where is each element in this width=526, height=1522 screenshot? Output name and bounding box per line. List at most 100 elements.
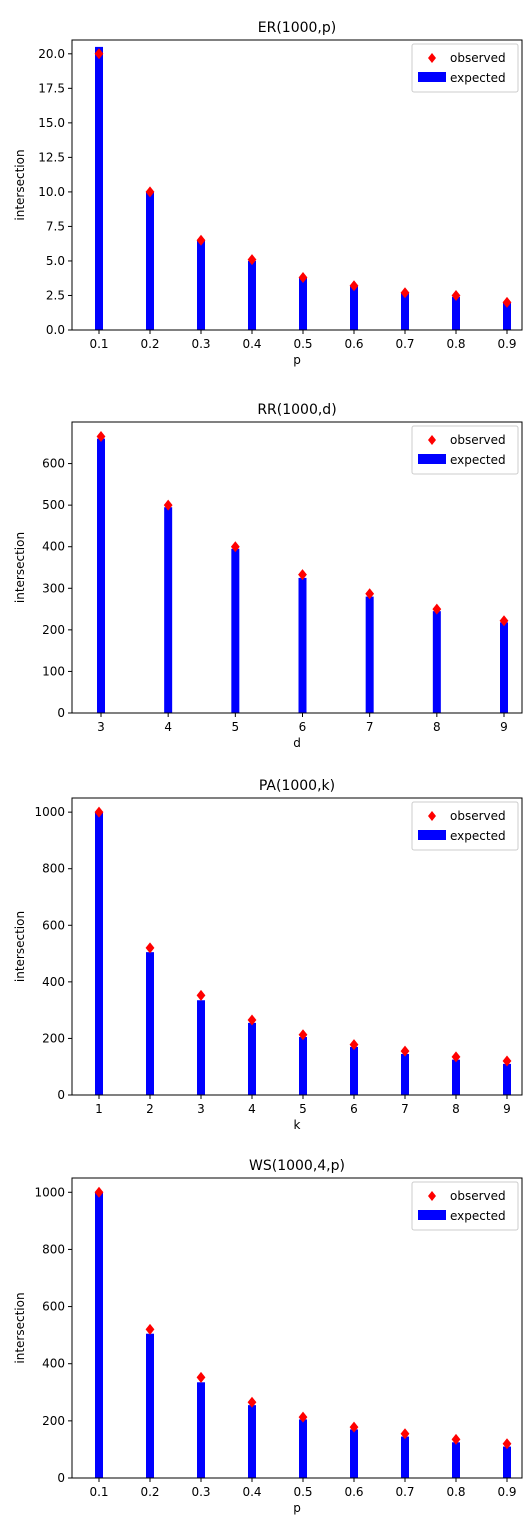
chart-1-ytick-label-1: 2.5 [46,288,65,302]
chart-2-legend-expected-swatch [418,454,446,464]
chart-4-xtick-label-0.7: 0.7 [395,1485,414,1499]
chart-2-marker-observed-3 [96,431,106,443]
chart-4-bar-expected-0.9 [503,1446,511,1478]
chart-4-marker-observed-0.5 [298,1411,308,1423]
chart-3-ytick-label-3: 600 [42,918,65,932]
chart-3-marker-observed-7 [400,1045,410,1057]
chart-1-bar-expected-0.5 [299,277,307,330]
chart-1-legend-expected-label: expected [450,71,506,85]
chart-3-ylabel: intersection [13,911,27,982]
chart-2-xtick-label-7: 7 [366,720,374,734]
chart-3-bar-expected-9 [503,1063,511,1095]
chart-1-xtick-label-0.7: 0.7 [395,337,414,351]
chart-4-axes-frame [71,1177,523,1479]
chart-1-ytick-label-0: 0.0 [46,323,65,337]
chart-1-xtick-label-0.2: 0.2 [140,337,159,351]
chart-2-ytick-label-1: 100 [42,664,65,678]
chart-4-ytick-label-0: 0 [57,1471,65,1485]
chart-3-xtick-label-1: 1 [95,1102,103,1116]
chart-1-bar-expected-0.2 [146,191,154,330]
chart-4-legend-expected-label: expected [450,1209,506,1223]
chart-4-marker-observed-0.6 [349,1421,359,1433]
chart-1-ytick-label-5: 12.5 [38,150,65,164]
chart-3-xtick-label-8: 8 [452,1102,460,1116]
chart-3-ytick-label-1: 200 [42,1031,65,1045]
chart-2-legend-observed-marker [428,435,436,445]
chart-1-bar-expected-0.4 [248,260,256,330]
chart-1-bar-expected-0.7 [401,292,409,330]
chart-2-legend-observed-label: observed [450,433,506,447]
chart-2-xtick-label-8: 8 [433,720,441,734]
chart-3-bar-expected-6 [350,1046,358,1095]
chart-3-xtick-label-4: 4 [248,1102,256,1116]
chart-1-bar-expected-0.6 [350,285,358,330]
chart-1-xtick-label-0.5: 0.5 [293,337,312,351]
chart-2-bar-expected-8 [432,611,441,713]
chart-3-xtick-label-9: 9 [503,1102,511,1116]
chart-4-bar-expected-0.1 [95,1192,103,1478]
chart-1-legend-observed-marker [428,53,436,63]
chart-4-marker-observed-0.1 [94,1186,104,1198]
chart-3-marker-observed-4 [247,1014,257,1026]
chart-3-marker-observed-6 [349,1039,359,1051]
chart-3-marker-observed-9 [502,1055,512,1067]
chart-1-legend-expected-swatch [418,72,446,82]
chart-1-ytick-label-2: 5.0 [46,254,65,268]
chart-1-axes-frame [71,39,523,331]
chart-4-ylabel: intersection [13,1292,27,1363]
chart-4-xtick-label-0.9: 0.9 [497,1485,516,1499]
chart-2-bar-expected-3 [97,438,105,713]
chart-4-bar-expected-0.8 [452,1442,460,1478]
chart-2-ytick-label-3: 300 [42,581,65,595]
chart-4-bar-expected-0.3 [197,1382,205,1478]
chart-4-marker-observed-0.4 [247,1396,257,1408]
chart-4-bar-expected-0.4 [248,1405,256,1478]
chart-2-ytick-label-6: 600 [42,457,65,471]
chart-2-bar-expected-7 [365,596,374,713]
chart-1-xlabel: p [293,353,301,367]
chart-1-bar-expected-0.1 [95,46,103,331]
chart-3-ytick-label-5: 1000 [34,805,65,819]
chart-3-marker-observed-8 [451,1051,461,1063]
chart-2-marker-observed-8 [432,603,442,615]
chart-3-bar-expected-5 [299,1037,307,1095]
chart-4-ytick-label-4: 800 [42,1242,65,1256]
chart-4-bar-expected-0.6 [350,1429,358,1478]
chart-2-bar-expected-4 [164,507,173,713]
chart-3-ytick-label-2: 400 [42,975,65,989]
chart-2-xtick-label-9: 9 [500,720,508,734]
chart-1-ytick-label-7: 17.5 [38,81,65,95]
chart-3-marker-observed-3 [196,989,206,1001]
chart-4-xtick-label-0.3: 0.3 [191,1485,210,1499]
chart-1-xtick-label-0.4: 0.4 [242,337,261,351]
chart-4-ytick-label-2: 400 [42,1357,65,1371]
chart-2-xtick-label-5: 5 [232,720,240,734]
chart-3-ytick-label-4: 800 [42,862,65,876]
chart-3-ytick-label-0: 0 [57,1088,65,1102]
chart-2-ylabel: intersection [13,532,27,603]
chart-2-marker-observed-7 [365,588,375,600]
chart-3-legend-expected-label: expected [450,829,506,843]
chart-4-bar-expected-0.2 [146,1333,154,1478]
chart-4-xtick-label-0.6: 0.6 [344,1485,363,1499]
chart-3-bar-expected-7 [401,1053,409,1095]
chart-4-ytick-label-5: 1000 [34,1185,65,1199]
chart-2-marker-observed-6 [298,569,307,581]
chart-3-bar-expected-1 [95,812,103,1095]
chart-2-xtick-label-6: 6 [299,720,307,734]
chart-2-xtick-label-4: 4 [164,720,172,734]
chart-3-xtick-label-5: 5 [299,1102,307,1116]
chart-4-xlabel: p [293,1501,301,1515]
chart-2-bar-expected-9 [500,622,508,713]
chart-2-legend-expected-label: expected [450,453,506,467]
chart-1-bar-expected-0.8 [452,296,460,330]
chart-1-xtick-label-0.9: 0.9 [497,337,516,351]
chart-4-title: WS(1000,4,p) [249,1158,345,1174]
chart-2-ytick-label-2: 200 [42,623,65,637]
chart-1-ytick-label-6: 15.0 [38,116,65,130]
chart-3-marker-observed-2 [145,942,155,954]
chart-1-marker-observed-0.6 [349,280,359,292]
chart-2-xtick-label-3: 3 [97,720,105,734]
chart-3-marker-observed-1 [94,806,104,818]
